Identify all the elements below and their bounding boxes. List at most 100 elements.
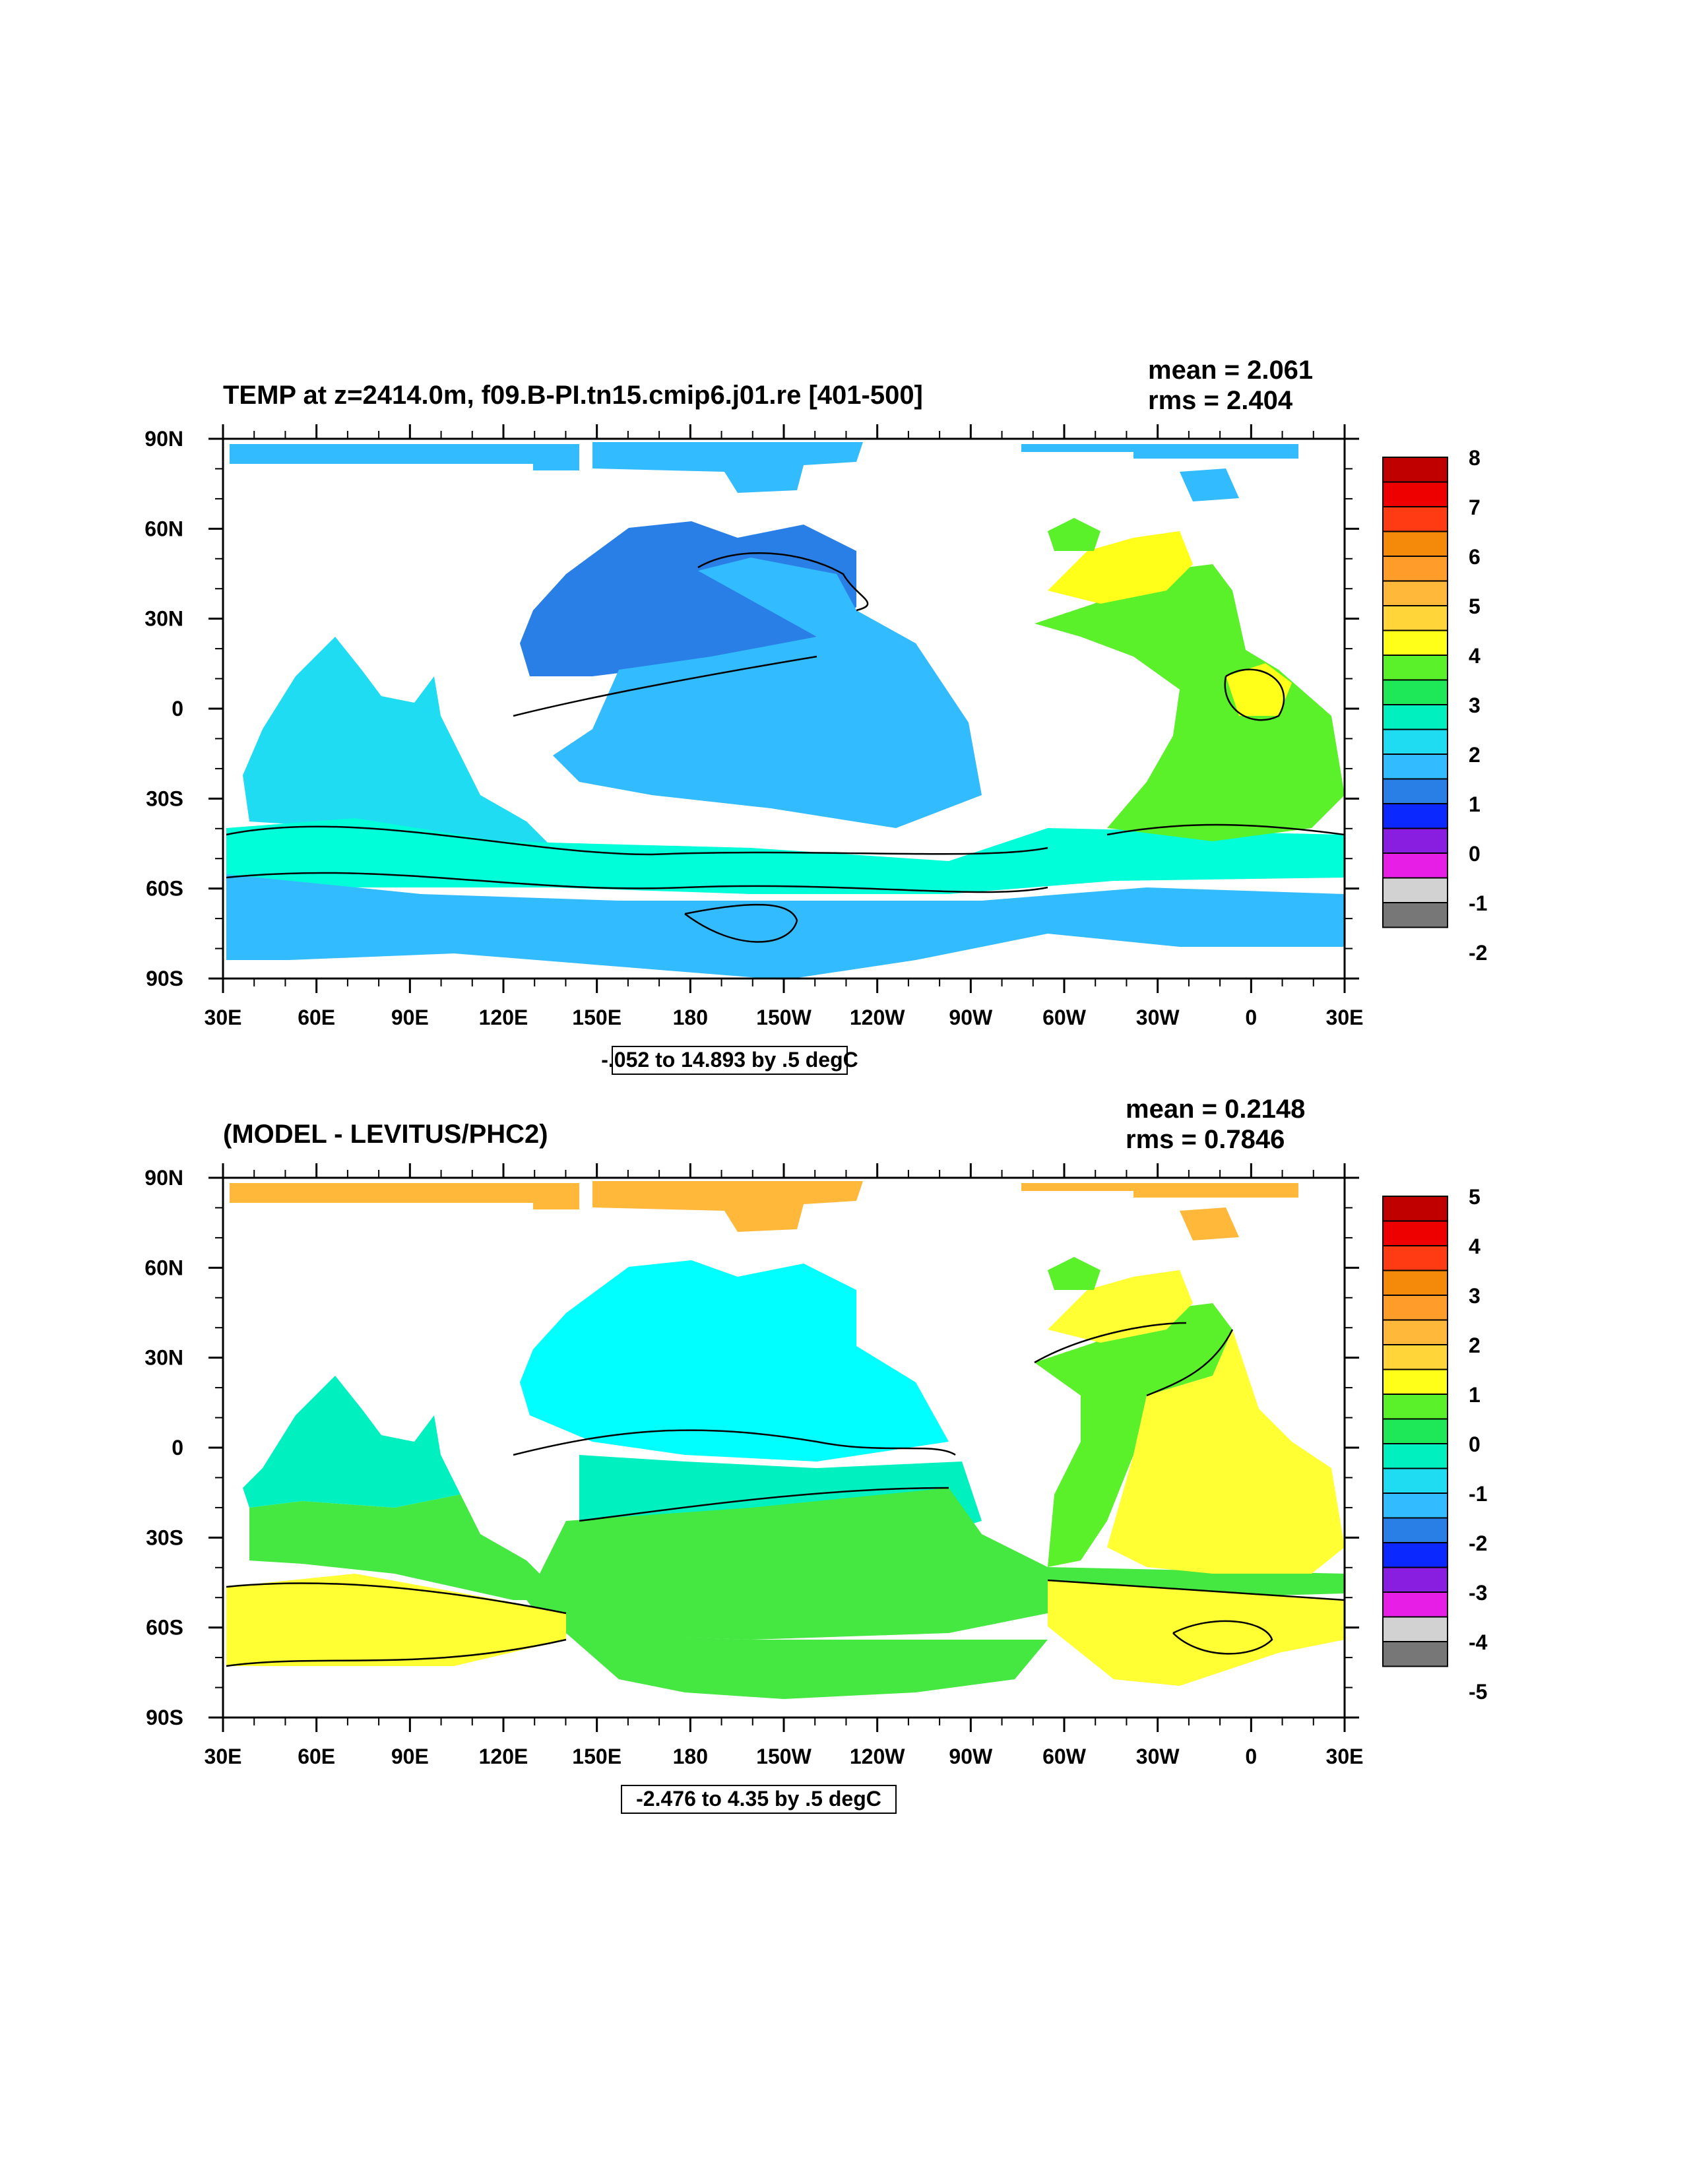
- colorbar-label: 6: [1469, 545, 1481, 569]
- y-tick-label: 0: [172, 1436, 183, 1460]
- colorbar-swatch: [1382, 1641, 1448, 1667]
- colorbar-label: 4: [1469, 644, 1481, 668]
- y-tick-label: 90N: [144, 1166, 183, 1190]
- colorbar-label: 8: [1469, 446, 1481, 470]
- x-tick-label: 150W: [756, 1006, 812, 1029]
- contour-line: [226, 1638, 567, 1667]
- colorbar-swatch: [1382, 506, 1448, 532]
- indian-region: [243, 1376, 461, 1508]
- southern-ocean-region: [226, 874, 1345, 980]
- x-tick-label: 90E: [391, 1006, 429, 1029]
- x-tick-label: 30E: [1326, 1006, 1364, 1029]
- x-tick-label: 90E: [391, 1745, 429, 1768]
- colorbar-swatch: [1382, 1394, 1448, 1420]
- arctic-region: [1021, 444, 1298, 459]
- x-tick-label: 180: [673, 1006, 708, 1029]
- contour-line: [1034, 1322, 1187, 1364]
- mean-stat: mean = 0.2148: [1126, 1095, 1305, 1124]
- y-tick-label: 30N: [144, 607, 183, 631]
- contour-line: [684, 903, 798, 943]
- x-tick-label: 30E: [205, 1006, 242, 1029]
- south-atlantic-band: [1048, 1580, 1345, 1686]
- x-tick-label: 30E: [1326, 1745, 1364, 1768]
- colorbar-swatch: [1382, 629, 1448, 656]
- contour-line: [513, 655, 817, 717]
- southern-ocean-region: [526, 1488, 1345, 1640]
- contour-line: [697, 552, 869, 612]
- atlantic-region: [1107, 1330, 1345, 1574]
- contour-line: [1106, 823, 1345, 836]
- colorbar-label: 3: [1469, 1284, 1481, 1308]
- colorbar-swatch: [1382, 1616, 1448, 1642]
- y-tick-label: 60S: [146, 877, 183, 901]
- contour-line: [1146, 1329, 1234, 1397]
- panel-title: TEMP at z=2414.0m, f09.B-PI.tn15.cmip6.j…: [223, 381, 923, 410]
- contour-line: [513, 1429, 956, 1456]
- colorbar-label: -1: [1469, 891, 1487, 915]
- rms-stat: rms = 2.404: [1148, 386, 1293, 415]
- x-tick-label: 30E: [205, 1745, 242, 1768]
- equatorial-atlantic-patch: [1226, 663, 1292, 716]
- colorbar-label: -4: [1469, 1630, 1488, 1654]
- colorbar-swatch: [1382, 1269, 1448, 1296]
- colorbar-swatch: [1382, 852, 1448, 879]
- colorbar-swatch: [1382, 1467, 1448, 1494]
- colorbar-label: -3: [1469, 1581, 1487, 1605]
- colorbar-swatch: [1382, 1245, 1448, 1271]
- greenland-sea-region: [1180, 468, 1239, 501]
- y-tick-label: 60N: [144, 517, 183, 540]
- y-tick-label: 60N: [144, 1256, 183, 1279]
- colorbar-label: 0: [1469, 1432, 1481, 1456]
- colorbar-swatch: [1382, 1295, 1448, 1321]
- colorbar-swatch: [1382, 728, 1448, 755]
- x-tick-label: 60E: [298, 1745, 335, 1768]
- x-tick-label: 180: [673, 1745, 708, 1768]
- colorbar: 5 4 3 2 1 0 -1 -2 -3 -4 -5: [1382, 1185, 1488, 1704]
- range-label-box: [612, 1046, 848, 1075]
- arctic-region: [1021, 1183, 1298, 1198]
- indian-region: [249, 1494, 566, 1600]
- colorbar-swatch: [1382, 1319, 1448, 1345]
- colorbar-swatch: [1382, 530, 1448, 557]
- panel-difference: (MODEL - LEVITUS/PHC2) mean = 0.2148 rms…: [144, 1095, 1488, 1814]
- colorbar-label: 1: [1469, 792, 1481, 816]
- arctic-region: [592, 442, 863, 493]
- colorbar-swatch: [1382, 877, 1448, 903]
- x-tick-label: 0: [1245, 1745, 1257, 1768]
- colorbar-label: 2: [1469, 1333, 1481, 1357]
- colorbar-swatch: [1382, 827, 1448, 854]
- colorbar-swatch: [1382, 1591, 1448, 1618]
- arctic-region: [592, 1181, 863, 1232]
- southern-ocean-region: [566, 1633, 1048, 1699]
- colorbar-swatch: [1382, 457, 1448, 483]
- colorbar-swatch: [1382, 1517, 1448, 1543]
- greenland-sea-region: [1180, 1207, 1239, 1240]
- colorbar-label: 0: [1469, 842, 1481, 866]
- colorbar-swatch: [1382, 704, 1448, 730]
- colorbar-swatch: [1382, 1542, 1448, 1568]
- colorbar: 8 7 6 5 4 3 2 1 0 -1 -2: [1382, 446, 1487, 965]
- x-tick-label: 0: [1245, 1006, 1257, 1029]
- colorbar-swatch: [1382, 1418, 1448, 1444]
- x-tick-label: 30W: [1136, 1006, 1180, 1029]
- colorbar-label: 1: [1469, 1383, 1481, 1407]
- x-tick-label: 60E: [298, 1006, 335, 1029]
- pacific-region: [520, 1260, 949, 1461]
- y-tick-label: 30S: [146, 787, 183, 810]
- colorbar-label: -1: [1469, 1482, 1487, 1506]
- colorbar-label: -2: [1469, 1531, 1487, 1555]
- rms-stat: rms = 0.7846: [1126, 1125, 1285, 1154]
- y-tick-label: 90N: [144, 427, 183, 451]
- y-tick-label: 90S: [146, 967, 183, 990]
- pacific-region: [553, 558, 982, 828]
- atlantic-region: [1035, 564, 1345, 841]
- ocean-map: 30E 60E 90E 120E 150E 180 150W 120W 90W 60W 30W 0 30…: [144, 1163, 1363, 1768]
- colorbar-swatch: [1382, 1220, 1448, 1246]
- colorbar-label: -5: [1469, 1680, 1487, 1704]
- y-tick-label: 30N: [144, 1346, 183, 1370]
- x-tick-label: 60W: [1042, 1745, 1087, 1768]
- x-tick-label: 150E: [572, 1745, 621, 1768]
- colorbar-swatch: [1382, 803, 1448, 829]
- colorbar-label: 4: [1469, 1235, 1481, 1258]
- range-label-box: [621, 1785, 897, 1814]
